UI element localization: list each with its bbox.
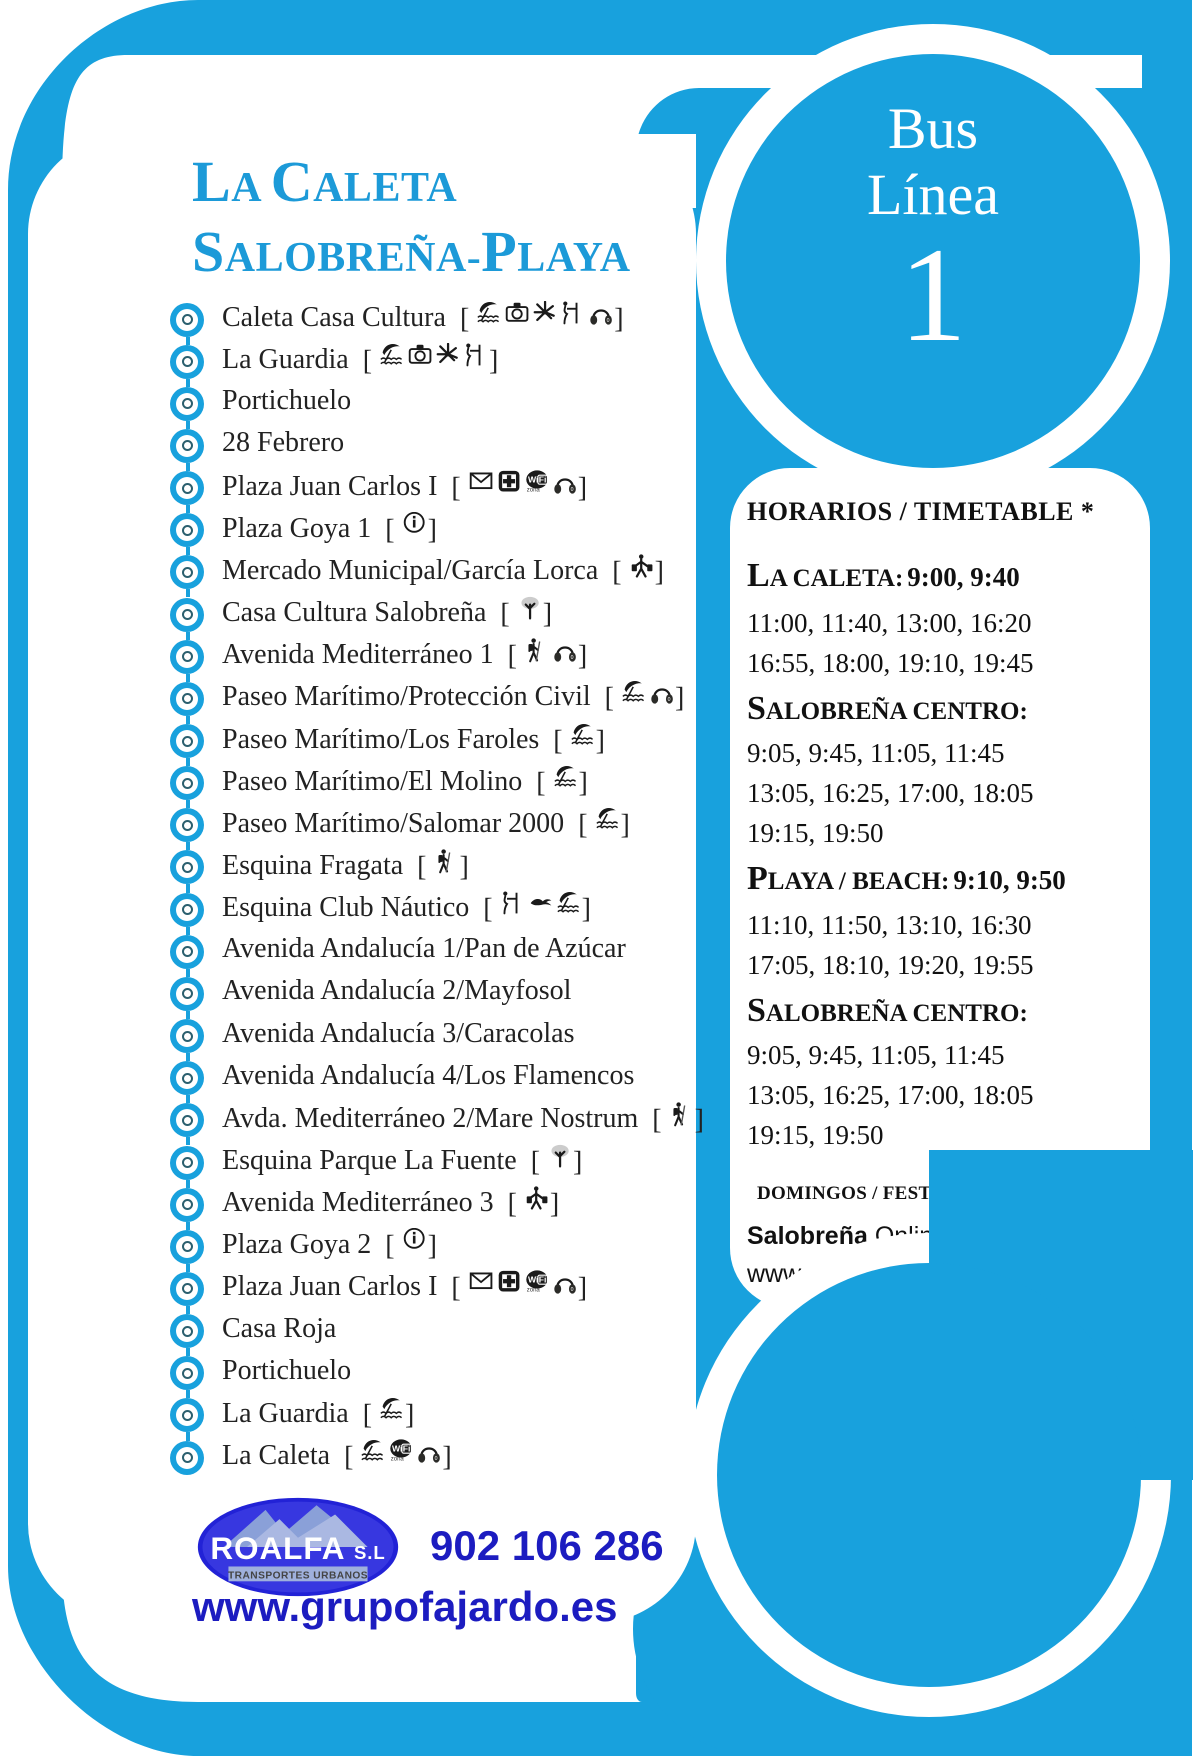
svg-text:TRANSPORTES URBANOS: TRANSPORTES URBANOS: [228, 1571, 368, 1582]
